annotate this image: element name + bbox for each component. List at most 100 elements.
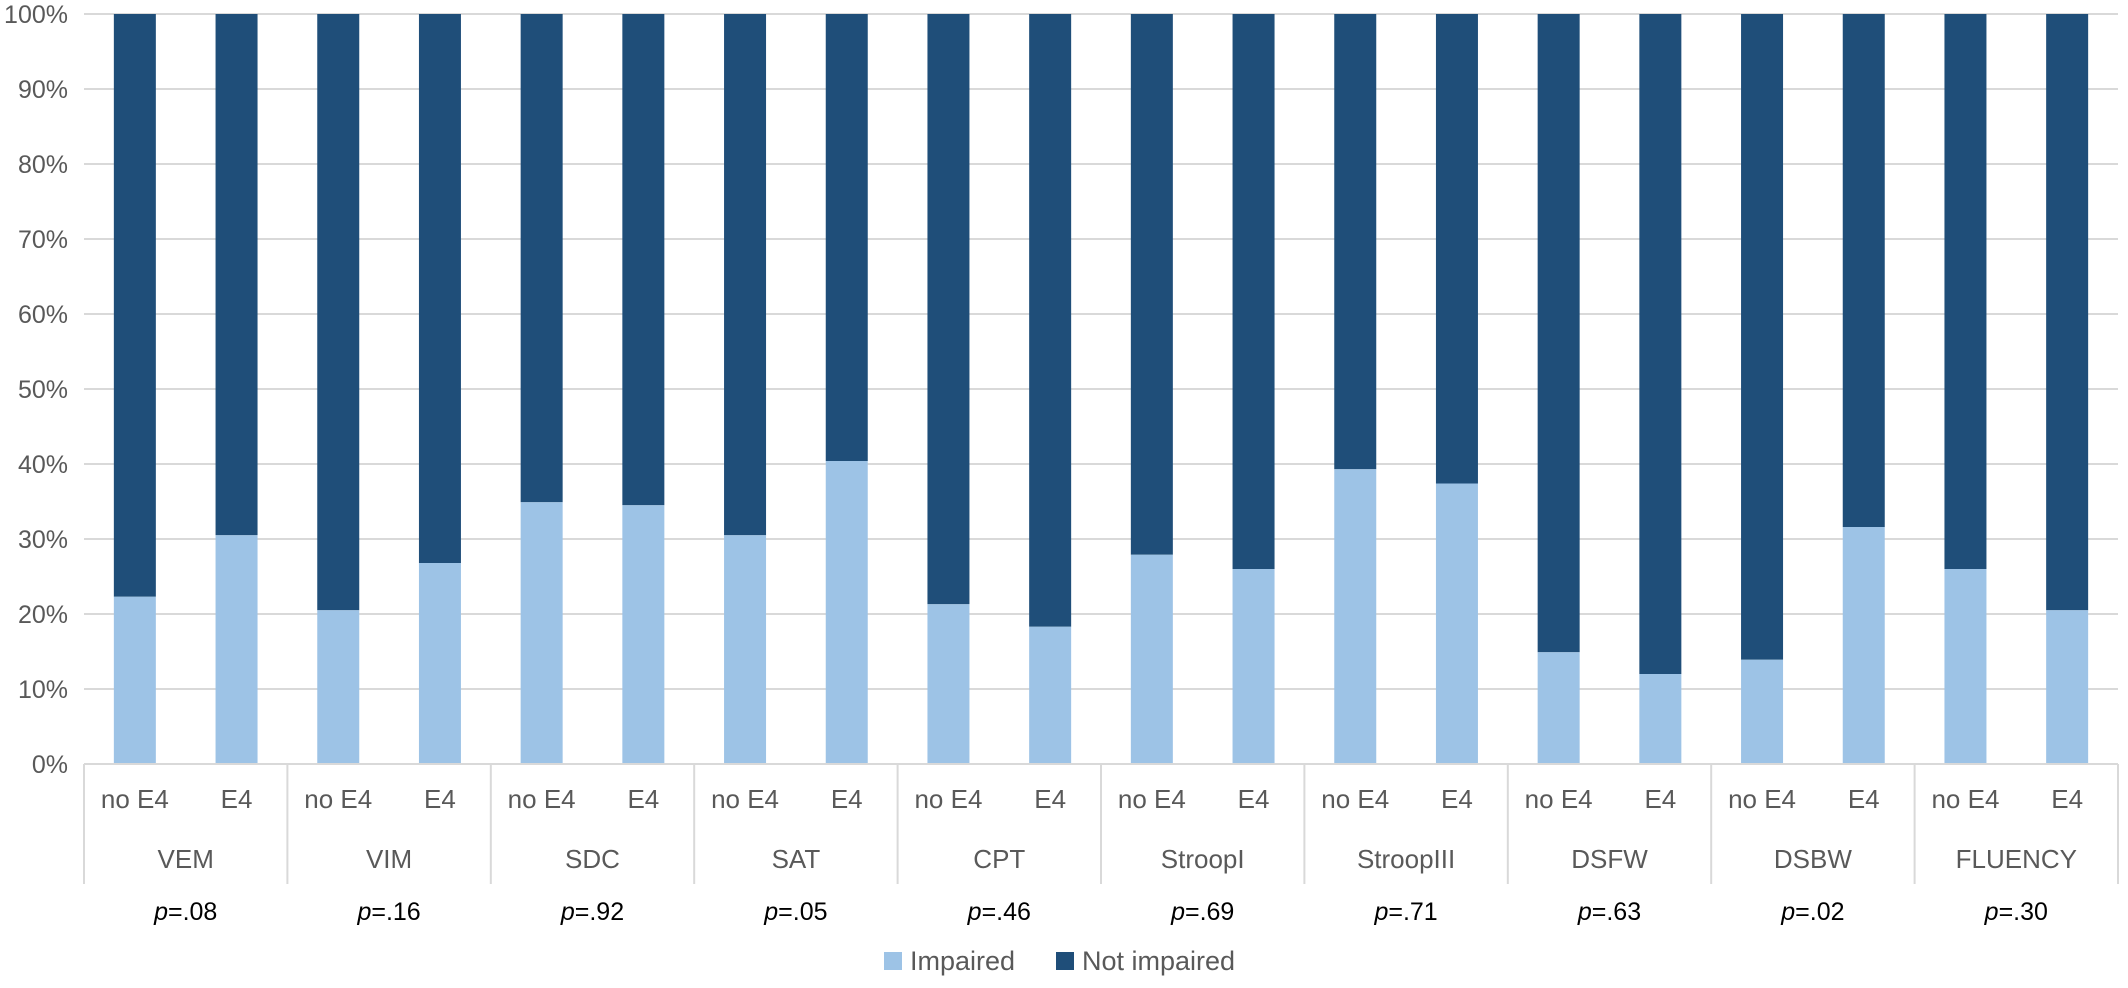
category-label: E4 bbox=[221, 784, 253, 814]
bar-impaired bbox=[1842, 527, 1885, 764]
category-label: no E4 bbox=[1321, 784, 1389, 814]
bar-impaired bbox=[520, 502, 563, 764]
bar-not-impaired bbox=[1029, 14, 1072, 627]
p-value-label: p=.02 bbox=[1780, 898, 1844, 926]
y-tick-label: 40% bbox=[18, 451, 68, 479]
bar-impaired bbox=[1741, 659, 1784, 764]
bar-impaired bbox=[1130, 554, 1173, 764]
bar-impaired bbox=[1435, 483, 1478, 764]
y-tick-label: 90% bbox=[18, 76, 68, 104]
bar-not-impaired bbox=[1334, 14, 1377, 470]
bar-impaired bbox=[418, 563, 461, 764]
bar-not-impaired bbox=[1944, 14, 1987, 569]
category-label: no E4 bbox=[304, 784, 372, 814]
p-value-label: p=.69 bbox=[1170, 898, 1234, 926]
category-label: E4 bbox=[1848, 784, 1880, 814]
group-label: VIM bbox=[366, 844, 412, 874]
bar-impaired bbox=[113, 596, 156, 764]
legend-swatch bbox=[884, 952, 902, 970]
p-value-label: p=.92 bbox=[560, 898, 624, 926]
y-tick-label: 30% bbox=[18, 526, 68, 554]
bar-not-impaired bbox=[1435, 14, 1478, 484]
bar-not-impaired bbox=[1130, 14, 1173, 555]
bar-impaired bbox=[622, 505, 665, 764]
group-label: DSFW bbox=[1571, 844, 1648, 874]
group-label: StroopI bbox=[1161, 844, 1245, 874]
group-label: CPT bbox=[973, 844, 1025, 874]
bar-not-impaired bbox=[1537, 14, 1580, 653]
bar-not-impaired bbox=[622, 14, 665, 506]
p-value-label: p=.71 bbox=[1373, 898, 1437, 926]
legend-label: Impaired bbox=[910, 946, 1015, 976]
category-label: E4 bbox=[1441, 784, 1473, 814]
category-label: E4 bbox=[424, 784, 456, 814]
category-label: E4 bbox=[1034, 784, 1066, 814]
category-label: E4 bbox=[831, 784, 863, 814]
group-label: DSBW bbox=[1774, 844, 1852, 874]
p-value-label: p=.16 bbox=[356, 898, 420, 926]
group-label: FLUENCY bbox=[1956, 844, 2077, 874]
bar-impaired bbox=[1232, 569, 1275, 764]
category-label: E4 bbox=[1644, 784, 1676, 814]
legend-swatch bbox=[1056, 952, 1074, 970]
category-label: E4 bbox=[2051, 784, 2083, 814]
bar-not-impaired bbox=[520, 14, 563, 503]
bar-impaired bbox=[1029, 626, 1072, 764]
bar-impaired bbox=[2046, 610, 2089, 764]
category-label: no E4 bbox=[1118, 784, 1186, 814]
bar-not-impaired bbox=[215, 14, 258, 536]
y-tick-label: 50% bbox=[18, 376, 68, 404]
category-label: no E4 bbox=[508, 784, 576, 814]
p-value-label: p=.05 bbox=[763, 898, 827, 926]
bar-impaired bbox=[825, 461, 868, 764]
category-label: no E4 bbox=[1728, 784, 1796, 814]
group-label: SDC bbox=[565, 844, 620, 874]
bar-impaired bbox=[1639, 674, 1682, 764]
y-tick-label: 20% bbox=[18, 601, 68, 629]
bar-impaired bbox=[927, 604, 970, 764]
category-label: E4 bbox=[627, 784, 659, 814]
bar-impaired bbox=[215, 535, 258, 764]
bar-not-impaired bbox=[724, 14, 767, 536]
y-axis: 0% 10% 20% 30% 40% 50% 60% 70% 80% 90% 100% bbox=[4, 1, 68, 779]
bar-not-impaired bbox=[317, 14, 360, 611]
group-label: VEM bbox=[158, 844, 214, 874]
bar-not-impaired bbox=[1842, 14, 1885, 527]
gridlines bbox=[84, 13, 2118, 765]
p-value-label: p=.46 bbox=[967, 898, 1031, 926]
bar-impaired bbox=[1537, 652, 1580, 764]
y-tick-label: 70% bbox=[18, 226, 68, 254]
y-tick-label: 0% bbox=[32, 751, 68, 779]
bar-impaired bbox=[1944, 569, 1987, 764]
bar-not-impaired bbox=[825, 14, 868, 461]
bar-not-impaired bbox=[418, 14, 461, 563]
category-label: no E4 bbox=[101, 784, 169, 814]
bar-not-impaired bbox=[1232, 14, 1275, 569]
bar-not-impaired bbox=[927, 14, 970, 605]
category-label: no E4 bbox=[711, 784, 779, 814]
p-value-label: p=.08 bbox=[153, 898, 217, 926]
legend: Impaired Not impaired bbox=[884, 946, 1235, 976]
bar-impaired bbox=[1334, 469, 1377, 764]
p-value-label: p=.63 bbox=[1577, 898, 1641, 926]
category-label: no E4 bbox=[1525, 784, 1593, 814]
bar-impaired bbox=[724, 535, 767, 764]
y-tick-label: 80% bbox=[18, 151, 68, 179]
bars bbox=[113, 14, 2089, 764]
category-label: E4 bbox=[1238, 784, 1270, 814]
y-tick-label: 100% bbox=[4, 1, 68, 29]
bar-not-impaired bbox=[113, 14, 156, 597]
p-values: p=.08 p=.16 p=.92 p=.05 p=.46 p=.69 p=.71 p=.63… bbox=[153, 898, 2048, 926]
group-label: SAT bbox=[772, 844, 821, 874]
bar-not-impaired bbox=[2046, 14, 2089, 611]
category-label: no E4 bbox=[1931, 784, 1999, 814]
p-value-label: p=.30 bbox=[1984, 898, 2048, 926]
y-tick-label: 10% bbox=[18, 676, 68, 704]
y-tick-label: 60% bbox=[18, 301, 68, 329]
category-label: no E4 bbox=[914, 784, 982, 814]
bar-impaired bbox=[317, 610, 360, 764]
bar-not-impaired bbox=[1741, 14, 1784, 660]
group-label: StroopIII bbox=[1357, 844, 1455, 874]
